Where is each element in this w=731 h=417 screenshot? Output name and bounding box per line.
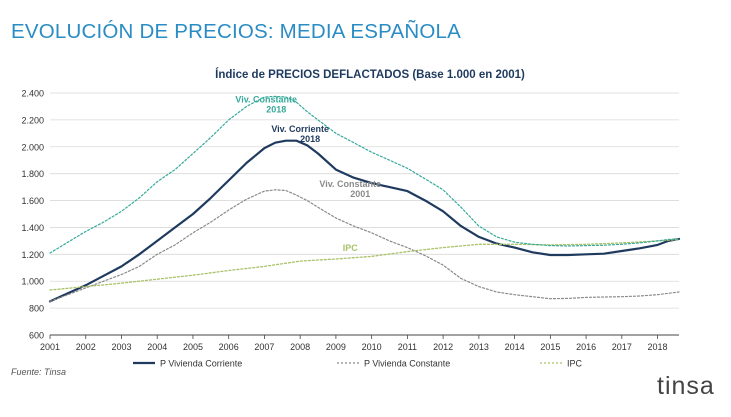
series-line-ipc (49, 238, 680, 291)
x-tick-label: 2002 (76, 342, 96, 352)
x-tick-label: 2007 (254, 342, 274, 352)
x-tick-label: 2003 (111, 342, 131, 352)
x-tick-label: 2018 (648, 342, 668, 352)
x-tick-label: 2017 (612, 342, 632, 352)
series-line-p-vivienda-corriente (48, 139, 681, 303)
page-title: EVOLUCIÓN DE PRECIOS: MEDIA ESPAÑOLA (11, 20, 461, 43)
annotation-constante2018: Viv. Constante 2018 (235, 94, 297, 114)
x-tick-label: 2001 (40, 342, 60, 352)
x-tick-label: 2009 (326, 342, 346, 352)
series-line-viv-constante-2018 (49, 95, 680, 254)
x-tick-label: 2006 (219, 342, 239, 352)
x-tick-label: 2012 (433, 342, 453, 352)
x-tick-label: 2010 (362, 342, 382, 352)
chart-title: Índice de PRECIOS DEFLACTADOS (Base 1.00… (215, 68, 525, 81)
y-tick-label: 2.000 (21, 142, 44, 152)
legend-label: IPC (567, 359, 583, 369)
legend-label: P Vivienda Constante (364, 359, 450, 369)
y-tick-label: 2.200 (21, 115, 44, 125)
y-tick-label: 1.000 (21, 277, 44, 287)
x-tick-label: 2008 (290, 342, 310, 352)
y-tick-label: 1.200 (21, 250, 44, 260)
legend-label: P Vivienda Corriente (160, 359, 242, 369)
annotation-corriente: Viv. Corriente 2018 (271, 124, 329, 144)
y-tick-label: 600 (29, 331, 44, 341)
x-tick-label: 2016 (576, 342, 596, 352)
y-tick-label: 1.400 (21, 223, 44, 233)
y-tick-label: 1.600 (21, 196, 44, 206)
tinsa-logo: tinsa (657, 372, 715, 400)
y-tick-label: 2.400 (21, 89, 44, 99)
x-tick-label: 2014 (505, 342, 525, 352)
source-note: Fuente: Tinsa (11, 367, 66, 377)
x-tick-label: 2005 (183, 342, 203, 352)
y-tick-label: 800 (29, 304, 44, 314)
series-line-p-vivienda-constante (49, 189, 680, 302)
annotation-constante: Viv. Constante 2001 (319, 179, 381, 199)
x-tick-label: 2011 (398, 342, 417, 352)
y-tick-label: 1.800 (21, 169, 44, 179)
annotation-ipc: IPC (343, 243, 359, 253)
x-tick-label: 2015 (540, 342, 560, 352)
x-tick-label: 2004 (147, 342, 167, 352)
x-tick-label: 2013 (469, 342, 489, 352)
